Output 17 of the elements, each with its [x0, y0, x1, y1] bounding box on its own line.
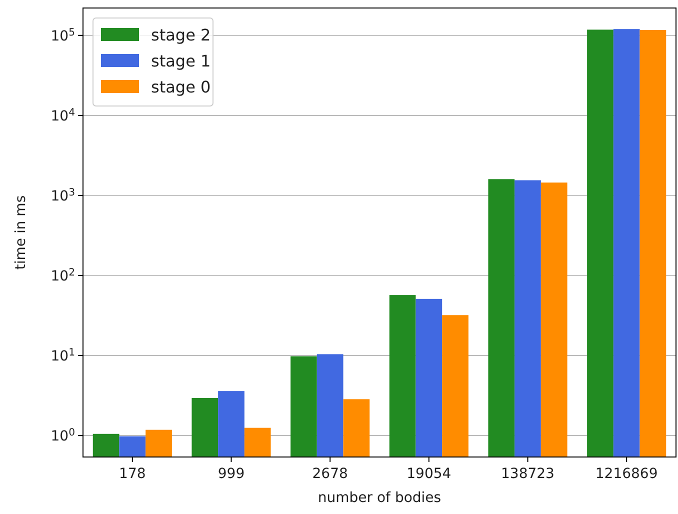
legend-label: stage 0: [151, 78, 211, 97]
y-tick-label: 10$^{5}$: [50, 26, 75, 44]
x-tick-label: 999: [218, 466, 245, 482]
x-tick-label: 19054: [406, 466, 452, 482]
y-tick-label: 10$^{1}$: [50, 346, 75, 364]
legend-label: stage 1: [151, 52, 211, 71]
x-tick-label: 1216869: [595, 466, 658, 482]
legend-label: stage 2: [151, 26, 211, 45]
x-tick-label: 2678: [312, 466, 348, 482]
y-tick-label: 10$^{0}$: [50, 426, 75, 444]
y-axis-title: time in ms: [13, 195, 29, 270]
x-tick-label: 138723: [501, 466, 554, 482]
x-axis-title: number of bodies: [318, 490, 442, 506]
y-tick-label: 10$^{2}$: [50, 266, 75, 284]
y-tick-label: 10$^{4}$: [50, 106, 75, 124]
y-tick-label: 10$^{3}$: [50, 186, 75, 204]
x-tick-label: 178: [119, 466, 146, 482]
